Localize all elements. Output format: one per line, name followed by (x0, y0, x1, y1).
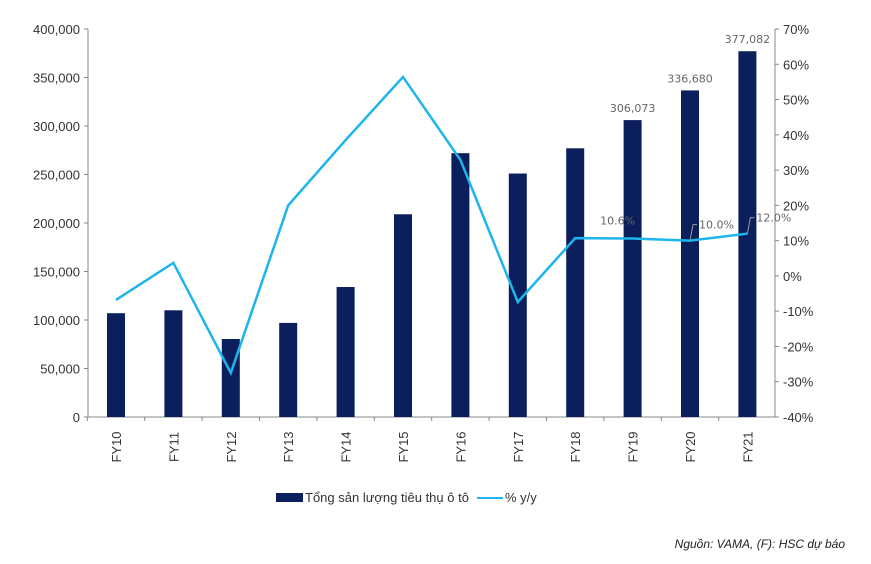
right-tick-label: 60% (783, 57, 809, 72)
bar-FY17 (508, 173, 527, 417)
right-tick-label: 30% (783, 163, 809, 178)
bar-FY11 (164, 310, 183, 417)
x-tick-label: FY15 (396, 431, 411, 462)
right-tick-label: -40% (783, 410, 814, 425)
right-tick-label: -30% (783, 375, 814, 390)
right-tick-label: -20% (783, 339, 814, 354)
right-tick-label: 50% (783, 93, 809, 108)
bar-FY10 (107, 313, 125, 417)
x-tick-label: FY11 (166, 432, 181, 462)
left-tick-label: 350,000 (33, 71, 80, 86)
x-tick-label: FY18 (568, 431, 583, 462)
right-tick-label: -10% (783, 304, 814, 319)
left-tick-label: 200,000 (33, 216, 80, 231)
right-tick-label: 40% (783, 128, 809, 143)
x-tick-label: FY20 (683, 431, 698, 462)
label-leader-line (746, 217, 755, 234)
x-tick-label: FY13 (281, 431, 296, 462)
left-tick-label: 300,000 (33, 119, 80, 134)
legend-line-label: % y/y (505, 490, 537, 505)
x-tick-label: FY12 (224, 431, 239, 462)
left-tick-label: 100,000 (33, 313, 80, 328)
line-data-label: 10.6% (600, 215, 635, 228)
legend-bar-swatch (276, 493, 303, 502)
left-tick-label: 0 (73, 410, 80, 425)
bar-data-label: 306,073 (610, 102, 656, 115)
right-tick-label: 20% (783, 198, 809, 213)
left-tick-label: 400,000 (33, 22, 80, 37)
x-tick-label: FY14 (339, 431, 354, 462)
line-data-label: 12.0% (756, 212, 791, 225)
bar-FY14 (336, 287, 355, 417)
bar-FY13 (279, 322, 298, 417)
x-tick-label: FY17 (511, 431, 526, 462)
legend-bar-label: Tổng sản lượng tiêu thụ ô tô (305, 490, 469, 505)
bar-FY20 (681, 90, 699, 417)
line-data-label: 10.0% (699, 219, 734, 232)
x-tick-label: FY19 (626, 431, 641, 462)
bar-FY15 (394, 214, 412, 417)
bar-FY18 (566, 148, 585, 417)
left-tick-label: 250,000 (33, 168, 80, 183)
right-tick-label: 70% (783, 22, 809, 37)
source-note: Nguồn: VAMA, (F): HSC dự báo (675, 537, 846, 551)
bar-FY16 (451, 153, 470, 417)
left-tick-label: 50,000 (40, 362, 80, 377)
yoy-line (115, 74, 748, 377)
x-tick-label: FY10 (109, 431, 124, 462)
x-tick-label: FY16 (453, 431, 468, 462)
bar-FY19 (623, 120, 642, 417)
x-tick-label: FY21 (740, 431, 755, 462)
right-tick-label: 0% (783, 269, 802, 284)
left-tick-label: 150,000 (33, 265, 80, 280)
legend: Tổng sản lượng tiêu thụ ô tô % y/y (276, 490, 537, 505)
label-leader-line (689, 224, 697, 241)
right-tick-label: 10% (783, 234, 809, 249)
bar-data-label: 377,082 (725, 33, 771, 46)
bar-data-label: 336,680 (667, 72, 713, 85)
